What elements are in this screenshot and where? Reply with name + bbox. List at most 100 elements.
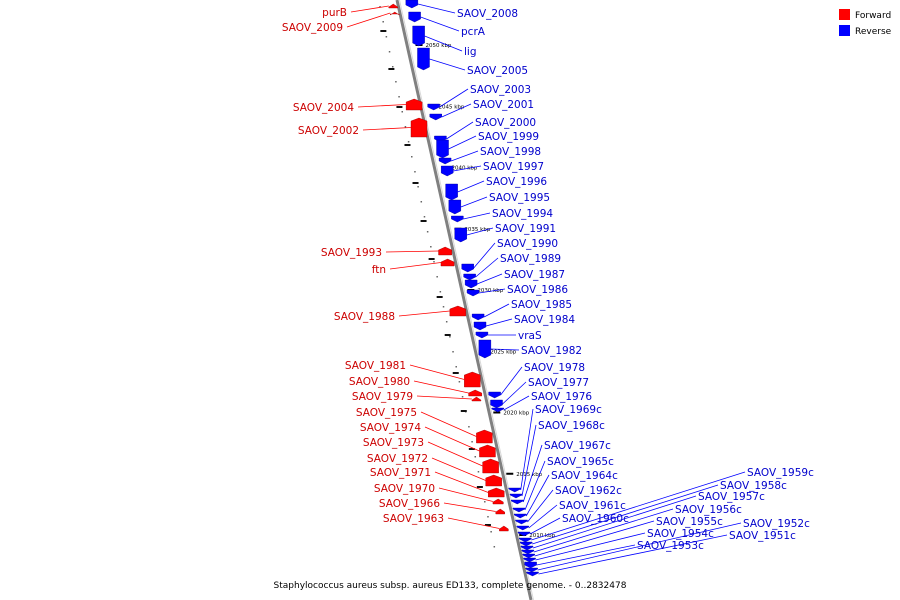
forward-gene-label[interactable]: SAOV_1966 — [379, 498, 440, 510]
reverse-gene-feature[interactable] — [463, 273, 476, 281]
reverse-gene-label[interactable]: SAOV_1961c — [559, 500, 626, 512]
reverse-gene-feature[interactable] — [521, 549, 535, 555]
forward-gene-label[interactable]: ftn — [372, 264, 386, 276]
reverse-gene-feature[interactable] — [511, 499, 524, 505]
reverse-gene-feature[interactable] — [524, 561, 537, 569]
reverse-gene-label[interactable]: SAOV_1991 — [495, 223, 556, 235]
reverse-gene-label[interactable]: SAOV_1998 — [480, 146, 541, 158]
reverse-gene-feature[interactable] — [440, 165, 454, 177]
reverse-gene-label[interactable]: SAOV_2000 — [475, 117, 536, 129]
reverse-gene-feature[interactable] — [522, 553, 535, 559]
forward-gene-label[interactable]: SAOV_1988 — [334, 311, 395, 323]
reverse-gene-label[interactable]: SAOV_1956c — [675, 504, 742, 516]
forward-gene-feature[interactable] — [485, 474, 502, 487]
reverse-gene-feature[interactable] — [405, 0, 419, 9]
forward-gene-label[interactable]: SAOV_1979 — [352, 391, 413, 403]
forward-gene-feature[interactable] — [468, 389, 482, 397]
forward-gene-feature[interactable] — [449, 305, 467, 317]
reverse-gene-label[interactable]: SAOV_1978 — [524, 362, 585, 374]
reverse-gene-label[interactable]: SAOV_1958c — [720, 480, 787, 492]
reverse-gene-feature[interactable] — [461, 263, 474, 273]
forward-gene-label[interactable]: SAOV_1974 — [360, 422, 421, 434]
reverse-gene-label[interactable]: SAOV_1984 — [514, 314, 575, 326]
reverse-gene-label[interactable]: SAOV_1954c — [647, 528, 714, 540]
reverse-gene-feature[interactable] — [520, 545, 534, 551]
reverse-gene-feature[interactable] — [515, 519, 528, 525]
reverse-gene-feature[interactable] — [514, 513, 527, 519]
reverse-gene-feature[interactable] — [473, 321, 487, 331]
reverse-gene-feature[interactable] — [464, 279, 478, 289]
reverse-gene-label[interactable]: SAOV_1996 — [486, 176, 547, 188]
reverse-gene-feature[interactable] — [519, 541, 533, 547]
reverse-gene-feature[interactable] — [491, 407, 504, 413]
forward-gene-label[interactable]: SAOV_1971 — [370, 467, 431, 479]
reverse-gene-feature[interactable] — [412, 25, 425, 47]
reverse-gene-label[interactable]: SAOV_1955c — [656, 516, 723, 528]
forward-gene-feature[interactable] — [495, 508, 505, 515]
reverse-gene-label[interactable]: SAOV_1976 — [531, 391, 592, 403]
reverse-gene-feature[interactable] — [471, 313, 485, 321]
reverse-gene-label[interactable]: SAOV_2008 — [457, 8, 518, 20]
forward-gene-label[interactable]: SAOV_2009 — [282, 22, 343, 34]
reverse-gene-feature[interactable] — [478, 339, 492, 359]
forward-gene-feature[interactable] — [390, 11, 400, 16]
reverse-gene-feature[interactable] — [436, 139, 449, 159]
forward-gene-label[interactable]: SAOV_1980 — [349, 376, 410, 388]
forward-gene-feature[interactable] — [492, 498, 504, 505]
reverse-gene-label[interactable]: SAOV_2005 — [467, 65, 528, 77]
reverse-gene-label[interactable]: SAOV_1982 — [521, 345, 582, 357]
reverse-gene-feature[interactable] — [445, 183, 458, 201]
reverse-gene-label[interactable]: SAOV_1968c — [538, 420, 605, 432]
forward-gene-feature[interactable] — [440, 258, 455, 267]
reverse-gene-label[interactable]: SAOV_1957c — [698, 491, 765, 503]
reverse-gene-feature[interactable] — [509, 493, 523, 499]
reverse-gene-feature[interactable] — [526, 571, 539, 577]
reverse-gene-feature[interactable] — [512, 507, 526, 513]
reverse-gene-feature[interactable] — [475, 331, 489, 339]
forward-gene-feature[interactable] — [479, 444, 496, 458]
reverse-gene-label[interactable]: SAOV_1952c — [743, 518, 810, 530]
reverse-gene-feature[interactable] — [516, 525, 529, 531]
reverse-gene-feature[interactable] — [508, 487, 521, 493]
reverse-gene-feature[interactable] — [488, 391, 501, 399]
reverse-gene-label[interactable]: SAOV_1965c — [547, 456, 614, 468]
forward-gene-label[interactable]: SAOV_1963 — [383, 513, 444, 525]
reverse-gene-label[interactable]: SAOV_1995 — [489, 192, 550, 204]
forward-gene-label[interactable]: SAOV_1972 — [367, 453, 428, 465]
reverse-gene-label[interactable]: SAOV_1989 — [500, 253, 561, 265]
reverse-gene-feature[interactable] — [408, 11, 421, 23]
forward-gene-feature[interactable] — [476, 429, 493, 444]
forward-gene-feature[interactable] — [410, 117, 428, 138]
reverse-gene-label[interactable]: vraS — [518, 330, 542, 342]
forward-gene-label[interactable]: SAOV_1970 — [374, 483, 435, 495]
reverse-gene-label[interactable]: lig — [464, 46, 477, 58]
reverse-gene-label[interactable]: SAOV_1959c — [747, 467, 814, 479]
reverse-gene-label[interactable]: SAOV_2001 — [473, 99, 534, 111]
forward-gene-label[interactable]: SAOV_1973 — [363, 437, 424, 449]
reverse-gene-feature[interactable] — [490, 399, 503, 409]
forward-gene-label[interactable]: SAOV_2004 — [293, 102, 354, 114]
reverse-gene-label[interactable]: SAOV_2003 — [470, 84, 531, 96]
reverse-gene-label[interactable]: SAOV_1987 — [504, 269, 565, 281]
forward-gene-label[interactable]: SAOV_1993 — [321, 247, 382, 259]
reverse-gene-label[interactable]: SAOV_1960c — [562, 513, 629, 525]
forward-gene-label[interactable]: SAOV_1981 — [345, 360, 406, 372]
forward-gene-feature[interactable] — [499, 525, 509, 532]
reverse-gene-label[interactable]: SAOV_1962c — [555, 485, 622, 497]
reverse-gene-feature[interactable] — [519, 537, 532, 543]
reverse-gene-label[interactable]: SAOV_1967c — [544, 440, 611, 452]
forward-gene-label[interactable]: SAOV_1975 — [356, 407, 417, 419]
reverse-gene-label[interactable]: SAOV_1994 — [492, 208, 553, 220]
reverse-gene-feature[interactable] — [523, 557, 536, 563]
forward-gene-label[interactable]: SAOV_2002 — [298, 125, 359, 137]
reverse-gene-feature[interactable] — [451, 215, 464, 223]
reverse-gene-feature[interactable] — [454, 227, 467, 243]
reverse-gene-label[interactable]: SAOV_1986 — [507, 284, 568, 296]
reverse-gene-feature[interactable] — [525, 567, 538, 573]
reverse-gene-label[interactable]: SAOV_1999 — [478, 131, 539, 143]
reverse-gene-feature[interactable] — [429, 113, 442, 121]
forward-gene-feature[interactable] — [405, 98, 423, 111]
reverse-gene-label[interactable]: SAOV_1977 — [528, 377, 589, 389]
forward-gene-feature[interactable] — [388, 3, 398, 9]
reverse-gene-label[interactable]: SAOV_1985 — [511, 299, 572, 311]
